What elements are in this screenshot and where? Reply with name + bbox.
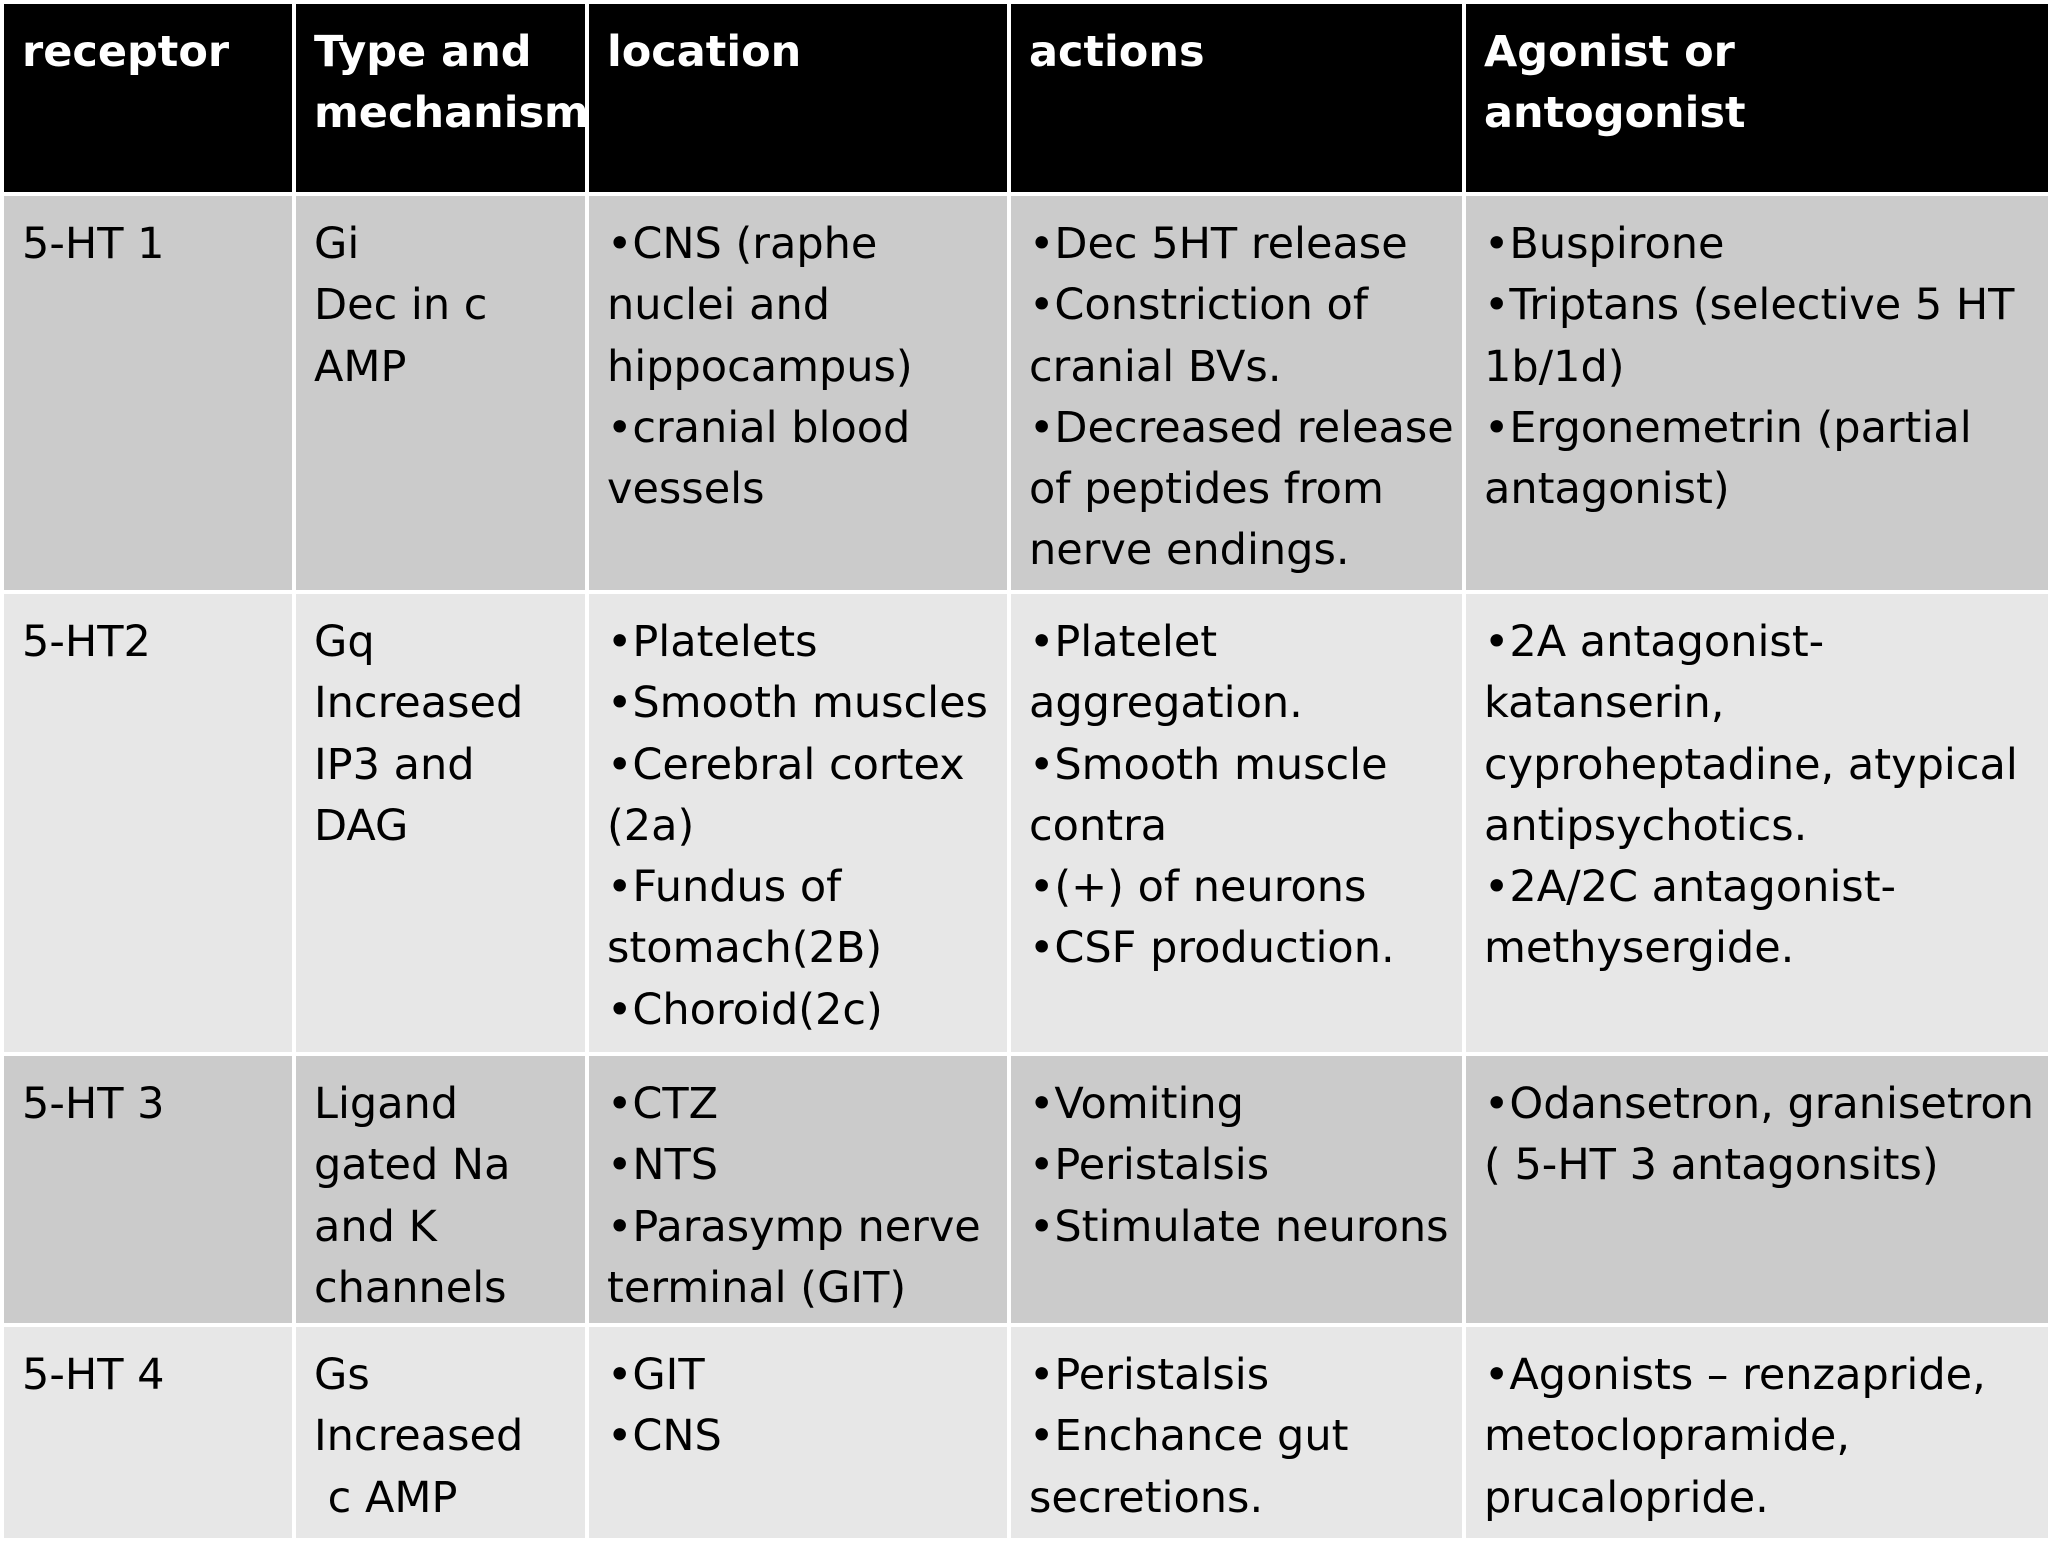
header-agonist-label-line2: antogonist: [1484, 88, 1746, 138]
type-line: channels: [314, 1262, 507, 1313]
header-agonist-antagonist: Agonist or antogonist: [1462, 0, 2048, 196]
location-item: •CTZ: [607, 1079, 719, 1129]
location-item: •CNS (raphe nuclei and hippocampus): [607, 219, 913, 392]
action-item: •Dec 5HT release: [1029, 219, 1408, 269]
agonist-item: •Odansetron, granisetron ( 5-HT 3 antago…: [1484, 1079, 2034, 1191]
type-line: Dec in c: [314, 280, 488, 331]
cell-location: •GIT •CNS: [585, 1323, 1011, 1542]
cell-receptor: 5-HT 4: [0, 1323, 296, 1542]
table-row: 5-HT2 Gq Increased IP3 and DAG •Platelet…: [0, 590, 2048, 1056]
type-line: gated Na: [314, 1140, 511, 1191]
action-item: •Constriction of cranial BVs.: [1029, 280, 1368, 392]
cell-receptor: 5-HT 3: [0, 1052, 296, 1327]
action-item: •Enchance gut secretions.: [1029, 1411, 1349, 1523]
cell-actions: •Vomiting •Peristalsis •Stimulate neuron…: [1007, 1052, 1466, 1327]
cell-agonist: •Buspirone •Triptans (selective 5 HT 1b/…: [1462, 192, 2048, 594]
type-line: Gs: [314, 1350, 370, 1400]
location-item: •Choroid(2c): [607, 984, 883, 1035]
type-line: Increased: [314, 678, 524, 729]
cell-agonist: •Odansetron, granisetron ( 5-HT 3 antago…: [1462, 1052, 2048, 1327]
action-item: •Peristalsis: [1029, 1350, 1270, 1400]
cell-location: •CTZ •NTS •Parasymp nerve terminal (GIT): [585, 1052, 1011, 1327]
type-line: Gi: [314, 219, 360, 269]
type-line: Ligand: [314, 1079, 459, 1129]
receptor-name: 5-HT2: [22, 617, 151, 667]
cell-type: Gi Dec in c AMP: [292, 192, 589, 594]
location-item: •Platelets: [607, 617, 818, 667]
cell-receptor: 5-HT2: [0, 590, 296, 1056]
action-item: •CSF production.: [1029, 923, 1395, 974]
agonist-item: •2A/2C antagonist- methysergide.: [1484, 862, 1897, 974]
header-location: location: [585, 0, 1011, 196]
receptor-name: 5-HT 3: [22, 1079, 165, 1129]
header-type-mechanism: Type and mechanism: [292, 0, 589, 196]
type-line: and K: [314, 1201, 437, 1252]
header-type-label-line1: Type and: [314, 27, 532, 77]
location-item: •CNS: [607, 1411, 722, 1462]
agonist-item: •Triptans (selective 5 HT 1b/1d): [1484, 280, 2015, 392]
type-line: Gq: [314, 617, 375, 667]
cell-location: •CNS (raphe nuclei and hippocampus) •cra…: [585, 192, 1011, 594]
receptor-name: 5-HT 1: [22, 219, 165, 269]
cell-location: •Platelets •Smooth muscles •Cerebral cor…: [585, 590, 1011, 1056]
header-location-label: location: [607, 27, 802, 77]
type-line: IP3 and: [314, 739, 475, 790]
cell-agonist: •Agonists – renzapride, metoclopramide, …: [1462, 1323, 2048, 1542]
type-line: Increased: [314, 1411, 524, 1462]
header-receptor-label: receptor: [22, 27, 230, 77]
header-actions: actions: [1007, 0, 1466, 196]
action-item: •Smooth muscle contra: [1029, 739, 1388, 851]
type-line: DAG: [314, 800, 409, 851]
cell-actions: •Dec 5HT release •Constriction of crania…: [1007, 192, 1466, 594]
action-item: •Peristalsis: [1029, 1140, 1270, 1191]
action-item: •Stimulate neurons: [1029, 1201, 1449, 1252]
cell-agonist: •2A antagonist- katanserin, cyproheptadi…: [1462, 590, 2048, 1056]
agonist-item: •2A antagonist- katanserin, cyproheptadi…: [1484, 617, 2018, 851]
table-row: 5-HT 4 Gs Increased c AMP •GIT •CNS •Per…: [0, 1323, 2048, 1542]
agonist-item: •Buspirone: [1484, 219, 1725, 269]
action-item: •Decreased release of peptides from nerv…: [1029, 402, 1454, 576]
header-agonist-label-line1: Agonist or: [1484, 27, 1735, 77]
cell-type: Gs Increased c AMP: [292, 1323, 589, 1542]
action-item: •(+) of neurons: [1029, 862, 1367, 913]
location-item: •Fundus of stomach(2B): [607, 862, 883, 974]
cell-receptor: 5-HT 1: [0, 192, 296, 594]
agonist-item: •Ergonemetrin (partial antagonist): [1484, 402, 1972, 515]
location-item: •GIT: [607, 1350, 705, 1400]
header-receptor: receptor: [0, 0, 296, 196]
table-row: 5-HT 3 Ligand gated Na and K channels •C…: [0, 1052, 2048, 1327]
location-item: •Parasymp nerve terminal (GIT): [607, 1201, 981, 1313]
agonist-item: •Agonists – renzapride, metoclopramide, …: [1484, 1350, 1986, 1523]
location-item: •cranial blood vessels: [607, 402, 911, 515]
action-item: •Vomiting: [1029, 1079, 1244, 1129]
type-line: c AMP: [314, 1472, 458, 1523]
cell-actions: •Peristalsis •Enchance gut secretions.: [1007, 1323, 1466, 1542]
table-header-row: receptor Type and mechanism location act…: [0, 0, 2048, 196]
cell-type: Ligand gated Na and K channels: [292, 1052, 589, 1327]
cell-actions: •Platelet aggregation. •Smooth muscle co…: [1007, 590, 1466, 1056]
header-actions-label: actions: [1029, 27, 1205, 77]
receptor-name: 5-HT 4: [22, 1350, 165, 1400]
table-row: 5-HT 1 Gi Dec in c AMP •CNS (raphe nucle…: [0, 192, 2048, 594]
location-item: •NTS: [607, 1140, 719, 1191]
location-item: •Smooth muscles: [607, 678, 988, 729]
type-line: AMP: [314, 341, 407, 392]
action-item: •Platelet aggregation.: [1029, 617, 1303, 729]
location-item: •Cerebral cortex (2a): [607, 739, 965, 851]
cell-type: Gq Increased IP3 and DAG: [292, 590, 589, 1056]
header-type-label-line2: mechanism: [314, 88, 587, 138]
